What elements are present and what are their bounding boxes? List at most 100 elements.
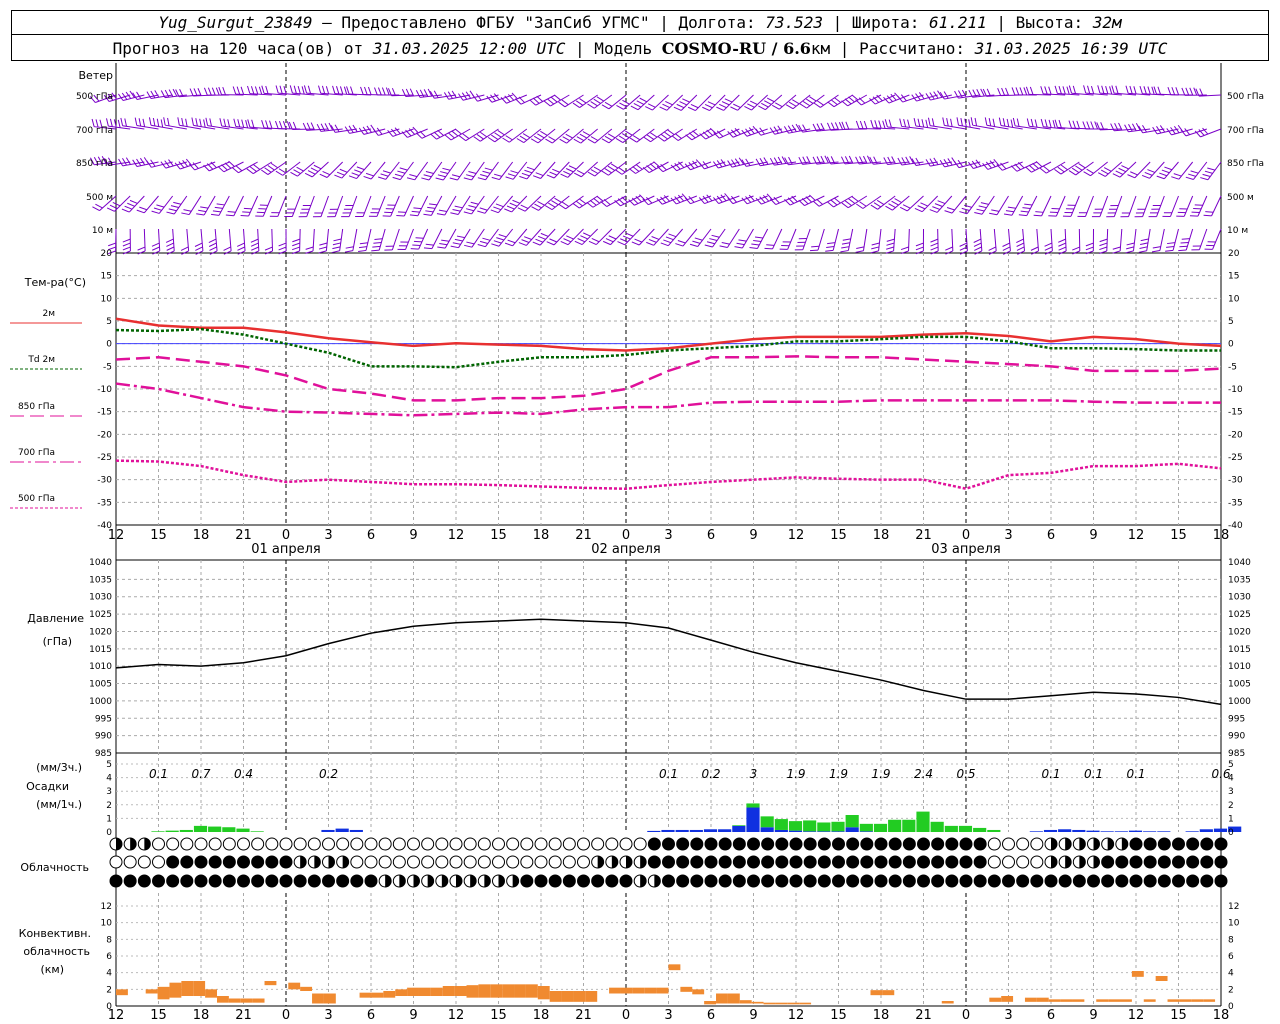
wind-barb-feather [720, 159, 727, 167]
cloud-cover-symbol [435, 837, 449, 851]
wind-barb-feather [1068, 120, 1072, 129]
precip-bar-rain [973, 827, 987, 832]
wind-barb-feather [766, 97, 775, 103]
precip-bar-snow [1114, 831, 1128, 832]
wind-barb [862, 195, 882, 209]
wind-barb [741, 228, 754, 249]
wind-barb-feather [240, 86, 245, 95]
cloud-cover-symbol [194, 855, 208, 869]
station-name: Yug_Surgut_23849 [158, 13, 313, 32]
cloud-cover-symbol [690, 874, 704, 888]
hour-tick: 0 [962, 528, 970, 543]
wind-barb [1085, 195, 1094, 217]
wind-barb-feather [136, 158, 142, 166]
wind-barb-feather [233, 118, 237, 127]
wind-barb-feather [441, 239, 450, 242]
cloud-cover-symbol [1129, 874, 1143, 888]
temp-tick-left: -15 [97, 408, 112, 418]
wind-barb-feather [580, 235, 588, 240]
precip-bar-snow [1213, 828, 1228, 832]
wind-barb-feather [632, 135, 641, 141]
conv-tick-right: 4 [1228, 969, 1234, 979]
wind-barb-feather [316, 123, 322, 132]
wind-barb-feather [766, 244, 775, 246]
wind-barb-feather [160, 161, 167, 169]
wind-barb-feather [978, 205, 987, 209]
wind-barb-feather [625, 130, 633, 136]
wind-barb-feather [534, 203, 542, 209]
precip-3h-total: 0.5 [956, 767, 975, 781]
wind-barb-feather [93, 94, 100, 102]
cloud-cover-symbol [945, 874, 959, 888]
cloud-cover-symbol [222, 837, 236, 851]
wind-barb-feather [809, 96, 817, 102]
wind-barb-feather [1112, 246, 1121, 250]
wind-barb-feather [385, 87, 390, 96]
wind-barb-feather [137, 250, 146, 255]
wind-barb-feather [415, 90, 421, 98]
wind-barb-feather [1173, 126, 1180, 134]
wind-barb-feather [688, 195, 695, 203]
temp-tick-left: 15 [101, 272, 112, 282]
wind-barb-feather [292, 121, 297, 130]
wind-barb-feather [490, 94, 497, 102]
wind-barb-feather [500, 97, 507, 104]
wind-barb-feather [855, 156, 860, 165]
wind-barb-feather [1179, 245, 1188, 248]
wind-barb-feather [496, 237, 505, 241]
conv-cloud-bar [644, 987, 657, 994]
wind-barb-feather [558, 203, 566, 210]
wind-barb-feather [493, 173, 502, 177]
wind-barb-feather [195, 246, 203, 251]
wind-barb-feather [945, 246, 953, 251]
wind-barb-feather [631, 241, 640, 246]
wind-barb-feather [801, 198, 809, 205]
cloud-cover-symbol [732, 855, 746, 869]
cloud-cover-symbol [704, 855, 718, 869]
cloud-cover-symbol [577, 837, 590, 851]
temp-tick-left: -35 [97, 498, 112, 508]
wind-barb-feather [468, 204, 477, 208]
conv-cloud-bar [585, 991, 598, 1002]
wind-barb-feather [1034, 119, 1038, 128]
wind-barb-feather [378, 176, 386, 180]
precip-bar-rain [193, 825, 208, 832]
wind-barb-feather [758, 105, 766, 111]
wind-barb-feather [826, 156, 832, 165]
hour-tick: 21 [915, 1008, 932, 1023]
cloud-cover-symbol [407, 837, 420, 851]
hour-tick: 21 [235, 528, 252, 543]
wind-barb-feather [825, 249, 834, 252]
wind-barb-feather [704, 103, 713, 109]
wind-barb-feather [604, 135, 613, 141]
cloud-cover-symbol [1087, 874, 1100, 888]
wind-barb-feather [572, 102, 580, 108]
wind-barb-feather [152, 246, 160, 251]
wind-barb-feather [946, 118, 949, 127]
pressure-tick-right: 1035 [1228, 575, 1251, 585]
cloud-cover-symbol [1143, 837, 1157, 851]
wind-barb-feather [310, 167, 319, 172]
wind-barb-feather [301, 86, 305, 95]
wind-barb-feather [1016, 118, 1020, 127]
wind-barb-feather [1124, 124, 1129, 133]
wind-barb-feather [339, 168, 348, 173]
wind-barb-feather [664, 131, 672, 138]
wind-barb-feather [163, 117, 166, 126]
wind-barb-feather [223, 250, 232, 255]
wind-barb-feather [970, 117, 974, 126]
cloud-cover-symbol [761, 855, 775, 869]
conv-cloud-bar [1191, 999, 1204, 1002]
conv-cloud-bar [870, 990, 883, 996]
wind-barb-feather [974, 117, 978, 126]
wind-barb-feather [476, 134, 484, 140]
wind-barb-feather [122, 238, 131, 243]
wind-barb-feather [200, 206, 209, 209]
wind-barb-feather [1010, 119, 1014, 128]
wind-barb-feather [692, 130, 700, 137]
wind-barb-feather [348, 125, 354, 133]
wind-barb-feather [127, 202, 135, 207]
wind-barb-feather [507, 173, 516, 177]
wind-barb-feather [210, 161, 217, 169]
